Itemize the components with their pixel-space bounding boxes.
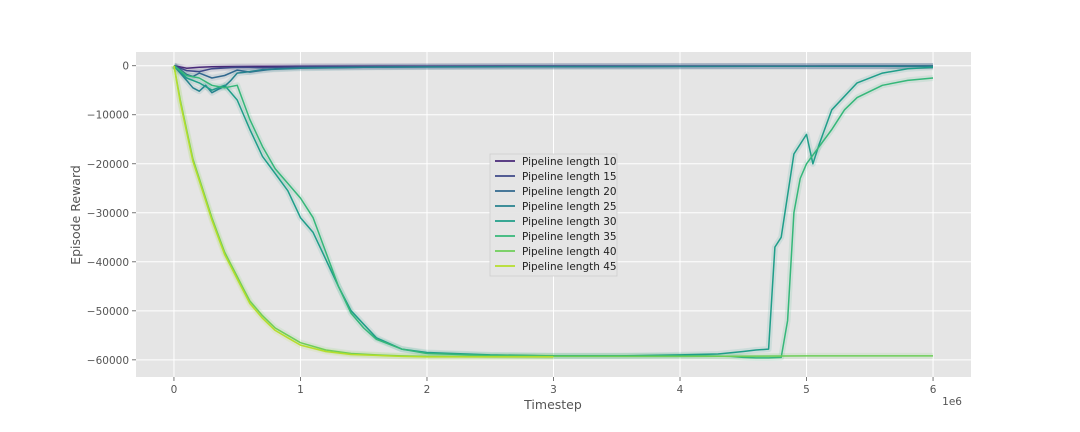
y-tick-label: −50000	[87, 306, 129, 318]
y-tick-label: −10000	[87, 110, 129, 122]
x-tick-labels: 0 1 2 3 4 5 6	[171, 377, 937, 396]
y-tick-labels: 0 −10000 −20000 −30000 −40000 −50000 −60000	[87, 61, 136, 367]
legend-label: Pipeline length 30	[522, 216, 617, 228]
y-axis-label: Episode Reward	[68, 165, 83, 265]
y-tick-label: −20000	[87, 159, 129, 171]
x-tick-label: 6	[930, 384, 937, 396]
legend-label: Pipeline length 25	[522, 201, 617, 213]
series-line	[173, 65, 934, 94]
legend: Pipeline length 10 Pipeline length 15 Pipe…	[489, 153, 618, 277]
legend-box	[489, 153, 618, 277]
x-tick-label: 5	[803, 384, 810, 396]
legend-label: Pipeline length 35	[522, 231, 617, 243]
y-tick-label: −40000	[87, 257, 129, 269]
series-line	[173, 65, 554, 358]
series-lines	[171, 62, 934, 361]
x-tick-label: 2	[424, 384, 431, 396]
legend-label: Pipeline length 20	[522, 186, 617, 198]
legend-label: Pipeline length 40	[522, 246, 617, 258]
legend-label: Pipeline length 45	[522, 261, 617, 273]
x-tick-label: 3	[550, 384, 557, 396]
x-offset-label: 1e6	[942, 396, 962, 408]
y-tick-label: 0	[122, 61, 129, 73]
y-tick-label: −30000	[87, 208, 129, 220]
y-tick-label: −60000	[87, 355, 129, 367]
x-tick-label: 1	[297, 384, 304, 396]
x-axis-label: Timestep	[523, 397, 582, 412]
legend-label: Pipeline length 10	[522, 156, 617, 168]
x-tick-label: 4	[677, 384, 684, 396]
x-tick-label: 0	[171, 384, 178, 396]
legend-label: Pipeline length 15	[522, 171, 617, 183]
